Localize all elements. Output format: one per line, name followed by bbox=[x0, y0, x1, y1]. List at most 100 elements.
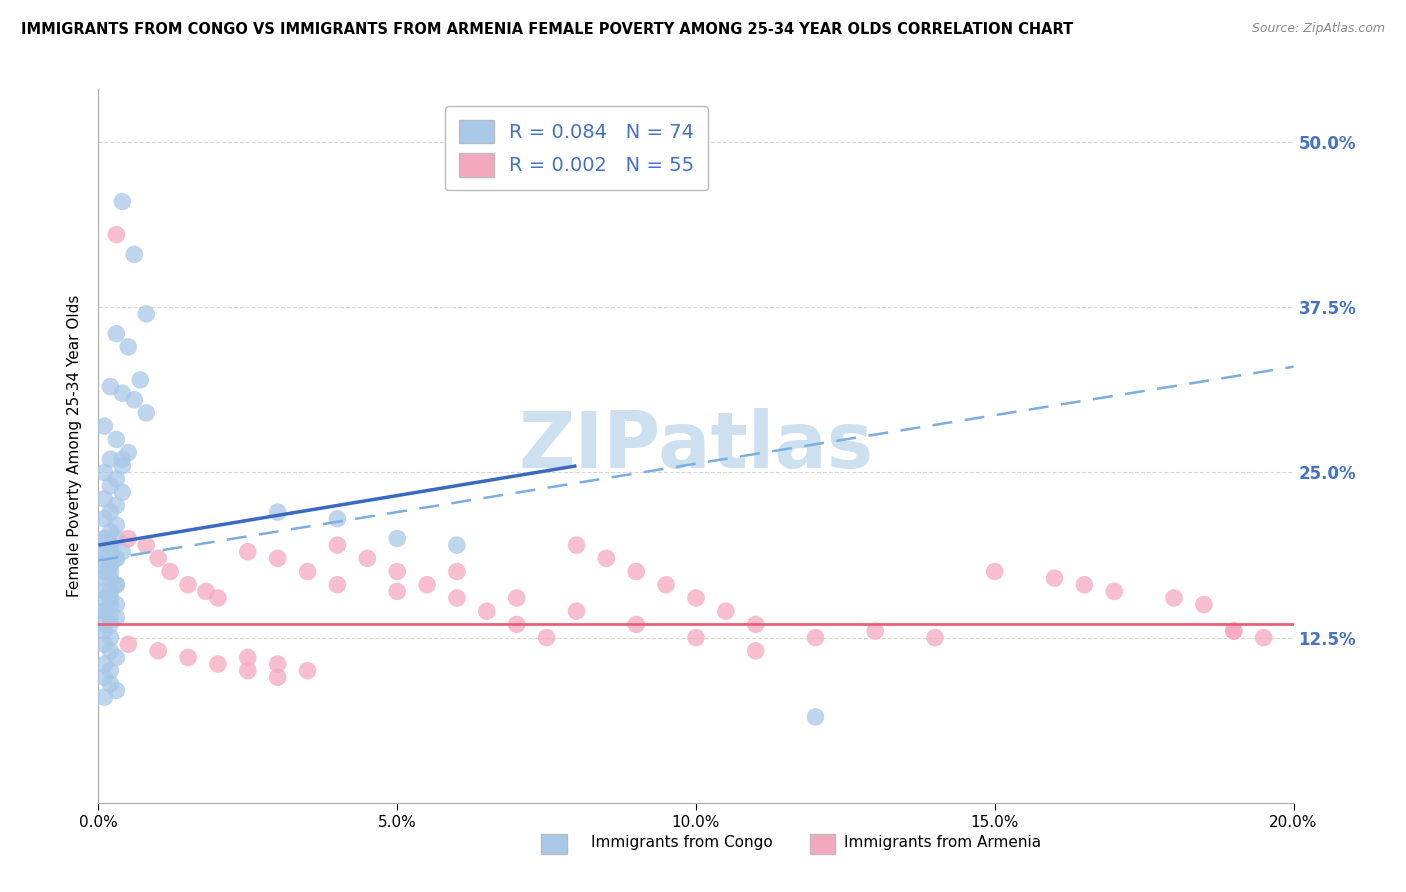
Point bbox=[207, 657, 229, 671]
Point bbox=[565, 604, 588, 618]
Point bbox=[446, 565, 468, 579]
Point bbox=[385, 565, 409, 579]
Point bbox=[105, 598, 128, 612]
Point bbox=[135, 307, 157, 321]
Point bbox=[105, 472, 128, 486]
Text: Source: ZipAtlas.com: Source: ZipAtlas.com bbox=[1251, 22, 1385, 36]
Point bbox=[98, 538, 122, 552]
Point bbox=[416, 578, 439, 592]
Point bbox=[105, 578, 128, 592]
Point bbox=[105, 551, 128, 566]
Point bbox=[98, 558, 122, 572]
Point bbox=[865, 624, 887, 638]
Point bbox=[924, 631, 946, 645]
Point bbox=[124, 392, 146, 407]
Point bbox=[93, 558, 115, 572]
Point bbox=[326, 578, 349, 592]
Point bbox=[98, 524, 122, 539]
Point bbox=[1073, 578, 1095, 592]
Point bbox=[1223, 624, 1246, 638]
Point bbox=[93, 617, 115, 632]
Point bbox=[1192, 598, 1215, 612]
Point bbox=[135, 406, 157, 420]
Point bbox=[267, 551, 290, 566]
Point bbox=[236, 545, 259, 559]
Point bbox=[506, 591, 529, 605]
Point bbox=[93, 491, 115, 506]
Point bbox=[98, 611, 122, 625]
Text: IMMIGRANTS FROM CONGO VS IMMIGRANTS FROM ARMENIA FEMALE POVERTY AMONG 25-34 YEAR: IMMIGRANTS FROM CONGO VS IMMIGRANTS FROM… bbox=[21, 22, 1073, 37]
Point bbox=[93, 532, 115, 546]
Point bbox=[626, 565, 648, 579]
Point bbox=[93, 604, 115, 618]
Point bbox=[159, 565, 181, 579]
Point bbox=[105, 326, 128, 341]
Point bbox=[98, 617, 122, 632]
Point bbox=[98, 644, 122, 658]
Point bbox=[111, 458, 134, 473]
Point bbox=[111, 545, 134, 559]
Point bbox=[98, 452, 122, 467]
Point bbox=[98, 664, 122, 678]
Point bbox=[93, 545, 115, 559]
Point bbox=[93, 624, 115, 638]
Point bbox=[98, 677, 122, 691]
Point bbox=[148, 644, 170, 658]
Point bbox=[105, 611, 128, 625]
Point bbox=[98, 379, 122, 393]
Point bbox=[1223, 624, 1246, 638]
Point bbox=[93, 565, 115, 579]
Point bbox=[385, 584, 409, 599]
Point bbox=[236, 664, 259, 678]
Point bbox=[105, 551, 128, 566]
Point bbox=[93, 571, 115, 585]
Point bbox=[93, 545, 115, 559]
Point bbox=[93, 466, 115, 480]
Point bbox=[98, 584, 122, 599]
Point bbox=[685, 631, 707, 645]
Point bbox=[129, 373, 152, 387]
Point bbox=[98, 478, 122, 492]
Point bbox=[1104, 584, 1126, 599]
Point bbox=[326, 511, 349, 525]
Point bbox=[105, 499, 128, 513]
Point bbox=[98, 538, 122, 552]
Point bbox=[446, 538, 468, 552]
Point bbox=[98, 538, 122, 552]
Point bbox=[804, 710, 827, 724]
Legend: R = 0.084   N = 74, R = 0.002   N = 55: R = 0.084 N = 74, R = 0.002 N = 55 bbox=[446, 106, 707, 191]
Point bbox=[446, 591, 468, 605]
Point bbox=[111, 194, 134, 209]
Point bbox=[685, 591, 707, 605]
Point bbox=[536, 631, 558, 645]
Point bbox=[93, 532, 115, 546]
Point bbox=[93, 584, 115, 599]
Point bbox=[506, 617, 529, 632]
Point bbox=[98, 571, 122, 585]
Point bbox=[105, 227, 128, 242]
Point bbox=[93, 511, 115, 525]
Point bbox=[111, 452, 134, 467]
Point bbox=[148, 551, 170, 566]
Point bbox=[105, 650, 128, 665]
Point bbox=[267, 657, 290, 671]
Point bbox=[93, 604, 115, 618]
Text: ZIPatlas: ZIPatlas bbox=[519, 408, 873, 484]
Y-axis label: Female Poverty Among 25-34 Year Olds: Female Poverty Among 25-34 Year Olds bbox=[67, 295, 83, 597]
Point bbox=[117, 637, 139, 651]
Point bbox=[326, 538, 349, 552]
Text: Immigrants from Armenia: Immigrants from Armenia bbox=[844, 836, 1040, 850]
Point bbox=[93, 657, 115, 671]
Point bbox=[356, 551, 378, 566]
Point bbox=[745, 644, 768, 658]
Point bbox=[267, 505, 290, 519]
Point bbox=[195, 584, 218, 599]
Point bbox=[124, 247, 146, 261]
Point bbox=[98, 505, 122, 519]
Point bbox=[297, 664, 319, 678]
Point bbox=[135, 538, 157, 552]
Point bbox=[93, 591, 115, 605]
Point bbox=[297, 565, 319, 579]
Point bbox=[626, 617, 648, 632]
Point bbox=[745, 617, 768, 632]
